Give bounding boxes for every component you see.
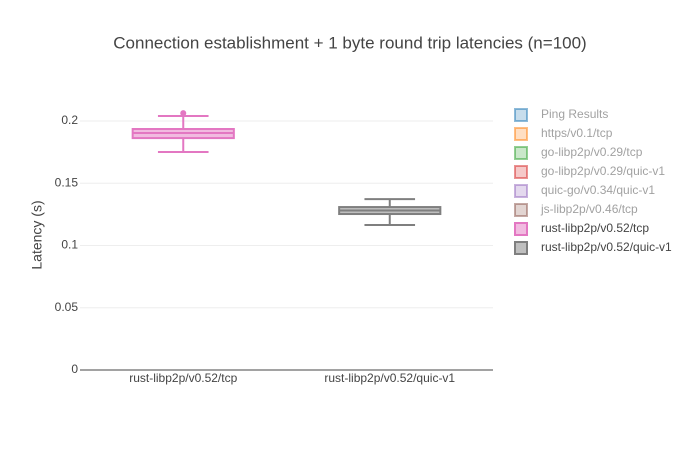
y-tick-label: 0.05 [55,300,79,314]
chart-title: Connection establishment + 1 byte round … [113,33,586,52]
y-tick-label: 0 [71,362,78,376]
legend-label[interactable]: quic-go/v0.34/quic-v1 [541,183,655,197]
legend-swatch[interactable] [514,146,528,160]
x-tick-label: rust-libp2p/v0.52/quic-v1 [324,371,455,385]
x-tick-label: rust-libp2p/v0.52/tcp [129,371,237,385]
y-axis-title: Latency (s) [29,200,45,269]
legend-swatch[interactable] [514,222,528,236]
legend-swatch[interactable] [514,184,528,198]
legend-label[interactable]: https/v0.1/tcp [541,126,613,140]
legend-swatch[interactable] [514,165,528,179]
y-tick-label: 0.1 [61,238,78,252]
legend-label[interactable]: js-libp2p/v0.46/tcp [540,202,638,216]
legend-label[interactable]: rust-libp2p/v0.52/quic-v1 [541,240,672,254]
legend-swatch[interactable] [514,108,528,122]
legend-label[interactable]: go-libp2p/v0.29/tcp [541,145,643,159]
legend-label[interactable]: rust-libp2p/v0.52/tcp [541,221,649,235]
y-tick-label: 0.2 [61,113,78,127]
legend-swatch[interactable] [514,203,528,217]
y-tick-label: 0.15 [55,175,79,189]
legend-label[interactable]: Ping Results [541,107,608,121]
legend-swatch[interactable] [514,241,528,255]
legend-swatch[interactable] [514,127,528,141]
outlier [180,110,187,117]
legend-label[interactable]: go-libp2p/v0.29/quic-v1 [541,164,665,178]
